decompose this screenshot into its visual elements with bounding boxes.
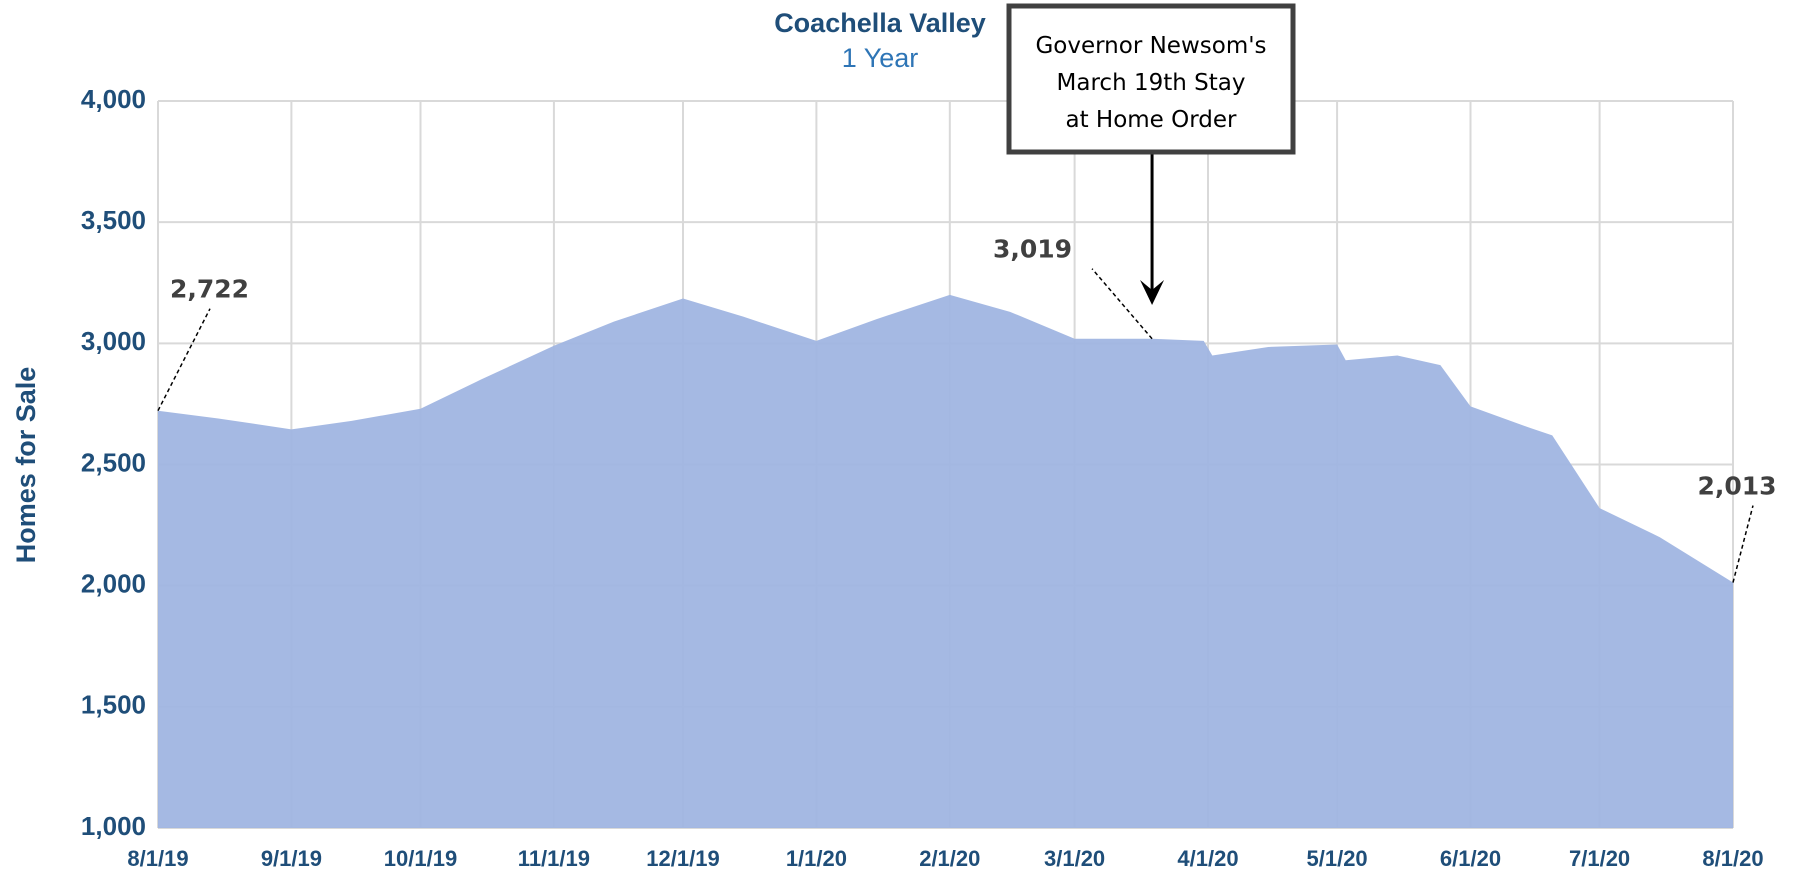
leader-line xyxy=(157,308,211,412)
chart-title: Coachella Valley xyxy=(774,8,986,38)
x-tick-label: 1/1/20 xyxy=(786,846,847,871)
y-tick-label: 2,500 xyxy=(81,447,146,477)
y-tick-label: 2,000 xyxy=(81,569,146,599)
annotation-box xyxy=(1006,3,1296,155)
x-tick-label: 7/1/20 xyxy=(1569,846,1630,871)
x-tick-label: 12/1/19 xyxy=(646,846,719,871)
annotation-text: Governor Newsom's March 19th Stay at Home … xyxy=(1035,33,1266,133)
x-tick-label: 9/1/19 xyxy=(261,846,322,871)
y-tick-label: 4,000 xyxy=(81,84,146,114)
annotation-line: March 19th Stay xyxy=(1057,70,1246,96)
x-tick-label: 5/1/20 xyxy=(1307,846,1368,871)
annotation-line: at Home Order xyxy=(1065,107,1237,133)
data-label: 3,019 xyxy=(993,235,1072,264)
leader-line xyxy=(1732,505,1754,583)
chart-subtitle: 1 Year xyxy=(842,43,919,73)
annotation-line: Governor Newsom's xyxy=(1035,33,1266,59)
y-tick-label: 3,500 xyxy=(81,205,146,235)
x-tick-label: 2/1/20 xyxy=(919,846,980,871)
x-tick-label: 8/1/19 xyxy=(127,846,188,871)
area xyxy=(158,294,1733,828)
y-tick-label: 3,000 xyxy=(81,326,146,356)
x-tick-label: 11/1/19 xyxy=(518,846,590,871)
x-tick-label: 3/1/20 xyxy=(1044,846,1105,871)
arrow-head xyxy=(1140,280,1165,305)
data-label: 2,013 xyxy=(1697,472,1776,501)
y-tick-label: 1,000 xyxy=(81,811,146,841)
x-tick-label: 8/1/20 xyxy=(1702,846,1763,871)
x-tick-label: 10/1/19 xyxy=(384,846,457,871)
leader-line xyxy=(1091,268,1153,340)
x-tick-label: 4/1/20 xyxy=(1177,846,1238,871)
y-tick-label: 1,500 xyxy=(81,690,146,720)
y-axis-label: Homes for Sale xyxy=(11,367,41,564)
data-label: 2,722 xyxy=(170,275,249,304)
x-tick-label: 6/1/20 xyxy=(1440,846,1501,871)
